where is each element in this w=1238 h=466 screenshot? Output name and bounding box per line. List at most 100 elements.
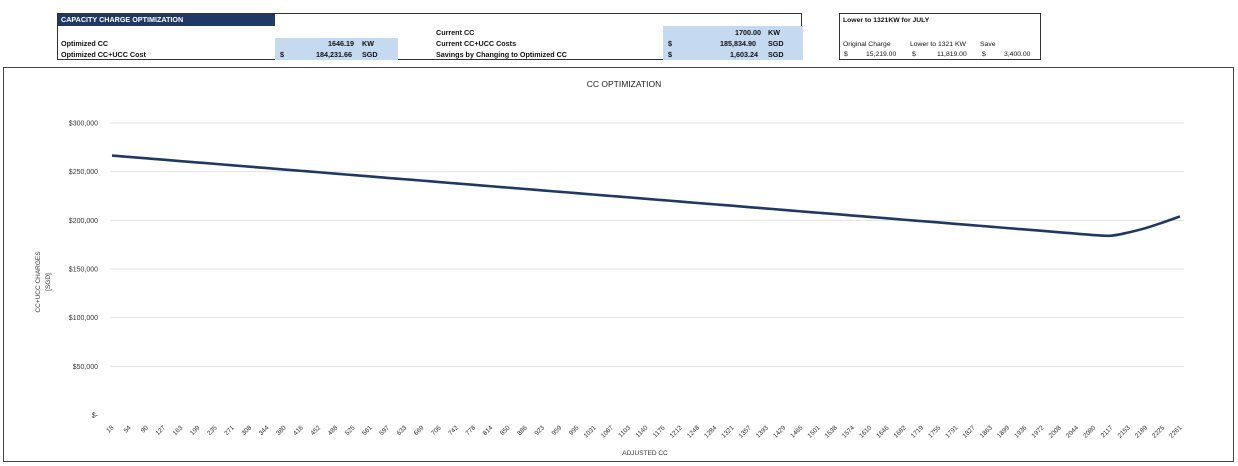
july-save-currency: $ [982, 51, 986, 58]
x-tick-label: 814 [482, 424, 495, 437]
x-tick-label: 886 [516, 424, 529, 437]
x-tick-label: 2153 [1117, 424, 1132, 439]
july-save-header: Save [980, 41, 996, 48]
x-tick-label: 1936 [1013, 424, 1028, 439]
cc-optimization-chart: CC OPTIMIZATION $- $50,000 $100,000 $150,00… [3, 67, 1234, 462]
x-tick-label: 1755 [927, 424, 942, 439]
x-tick-label: 1863 [979, 424, 994, 439]
july-lower-value: 11,819.00 [937, 51, 967, 58]
y-tick-label: $200,000 [69, 218, 98, 225]
x-tick-label: 90 [140, 424, 150, 434]
current-values-highlight [663, 26, 803, 60]
x-tick-label: 380 [275, 424, 288, 437]
chart-gridlines [110, 122, 1184, 367]
x-tick-label: 1501 [806, 424, 821, 439]
current-costs-currency: $ [668, 39, 672, 48]
x-tick-label: 127 [154, 424, 167, 437]
x-tick-label: 995 [568, 424, 581, 437]
x-tick-label: 308 [241, 424, 254, 437]
x-tick-label: 1067 [600, 424, 615, 439]
x-tick-label: 959 [551, 424, 564, 437]
x-tick-label: 54 [123, 424, 133, 434]
x-tick-label: 1357 [738, 424, 753, 439]
x-tick-label: 1827 [962, 424, 977, 439]
x-tick-label: 2261 [1168, 424, 1183, 439]
optimized-cost-unit: SGD [362, 50, 378, 59]
july-lower-currency: $ [912, 51, 916, 58]
x-tick-label: 850 [499, 424, 512, 437]
x-tick-label: 1321 [720, 424, 735, 439]
x-tick-label: 1248 [686, 424, 701, 439]
x-tick-label: 1538 [824, 424, 839, 439]
july-original-header: Original Charge [843, 41, 891, 48]
x-tick-label: 778 [465, 424, 478, 437]
optimized-cost-label: Optimized CC+UCC Cost [61, 50, 146, 59]
savings-label: Savings by Changing to Optimized CC [436, 50, 567, 59]
optimized-cc-value: 1646.19 [328, 39, 354, 48]
x-tick-label: 1574 [841, 424, 856, 439]
optimized-cc-unit: KW [362, 39, 374, 48]
july-original-currency: $ [844, 51, 848, 58]
optimized-cc-label: Optimized CC [61, 39, 109, 48]
x-tick-label: 1610 [858, 424, 873, 439]
x-tick-label: 669 [413, 424, 426, 437]
x-tick-label: 2117 [1100, 424, 1115, 439]
x-tick-label: 706 [430, 424, 443, 437]
july-lower-header: Lower to 1321 KW [910, 41, 966, 48]
x-tick-label: 1972 [1030, 424, 1045, 439]
x-tick-label: 452 [309, 424, 322, 437]
x-axis-label: ADJUSTED CC [622, 450, 668, 457]
x-tick-label: 18 [105, 424, 115, 434]
y-axis-ticks: $- $50,000 $100,000 $150,000 $200,000 $250,00… [69, 121, 99, 420]
x-tick-label: 416 [292, 424, 305, 437]
x-tick-label: 1176 [652, 424, 667, 439]
capacity-summary-panel: CAPACITY CHARGE OPTIMIZATION Optimized C… [57, 13, 803, 60]
x-tick-label: 2189 [1134, 424, 1149, 439]
x-tick-label: 1682 [893, 424, 908, 439]
x-tick-label: 1140 [635, 424, 650, 439]
current-cc-value: 1700.00 [735, 28, 761, 37]
y-tick-label: $150,000 [69, 267, 98, 274]
x-tick-label: 163 [172, 424, 185, 437]
x-tick-label: 1212 [669, 424, 684, 439]
x-tick-label: 344 [258, 424, 271, 437]
x-tick-label: 1719 [910, 424, 925, 439]
optimized-cost-value: 184,231.66 [316, 50, 352, 59]
x-tick-label: 2225 [1151, 424, 1166, 439]
chart-series [111, 154, 1181, 238]
x-tick-label: 1465 [789, 424, 804, 439]
x-tick-label: 1103 [617, 424, 632, 439]
x-tick-label: 742 [447, 424, 460, 437]
x-tick-label: 2044 [1065, 424, 1080, 439]
x-tick-label: 2080 [1082, 424, 1097, 439]
july-save-value: 3,400.00 [1004, 51, 1031, 58]
x-tick-label: 561 [361, 424, 374, 437]
y-tick-label: $- [92, 413, 99, 420]
savings-currency: $ [668, 50, 672, 59]
current-cc-unit: KW [768, 28, 780, 37]
y-axis-unit: [SGD] [45, 273, 52, 291]
x-tick-label: 1429 [772, 424, 787, 439]
current-costs-value: 185,834.90 [720, 39, 756, 48]
current-costs-label: Current CC+UCC Costs [436, 39, 517, 48]
x-tick-label: 1899 [996, 424, 1011, 439]
series-line [111, 154, 1181, 238]
x-tick-label: 1393 [755, 424, 770, 439]
july-original-value: 15,219.00 [866, 51, 897, 58]
july-title: Lower to 1321KW for JULY [843, 17, 930, 24]
x-axis-ticks: 18 54 90 127 163 199 235 271 308 344 380 416 452 488 5… [105, 424, 1183, 439]
summary-title: CAPACITY CHARGE OPTIMIZATION [58, 14, 275, 26]
savings-unit: SGD [768, 50, 784, 59]
chart-svg: CC OPTIMIZATION $- $50,000 $100,000 $150,00… [35, 79, 1184, 457]
x-tick-label: 199 [189, 424, 202, 437]
optimized-values-highlight [275, 38, 398, 60]
x-tick-label: 1791 [944, 424, 959, 439]
x-tick-label: 488 [327, 424, 340, 437]
x-tick-label: 2008 [1048, 424, 1063, 439]
y-tick-label: $100,000 [69, 315, 98, 322]
july-savings-panel: Lower to 1321KW for JULY Original Charge… [839, 13, 1041, 60]
chart-title: CC OPTIMIZATION [587, 79, 661, 89]
x-tick-label: 235 [206, 424, 219, 437]
x-tick-label: 597 [378, 424, 391, 437]
x-tick-label: 1031 [583, 424, 598, 439]
